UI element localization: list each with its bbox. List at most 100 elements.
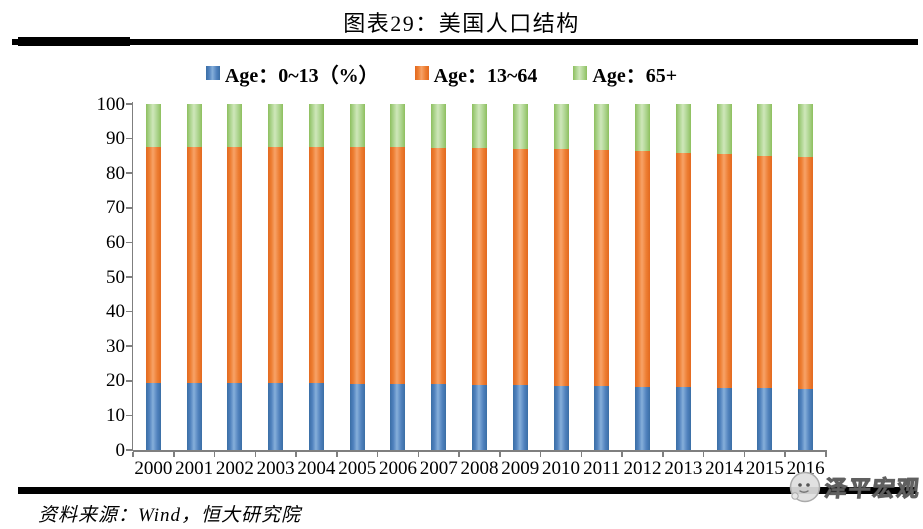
x-tick-label: 2016 (786, 458, 825, 479)
watermark: 泽平宏观 (787, 469, 923, 505)
x-tick-label: 2014 (705, 458, 744, 479)
x-tick (417, 451, 420, 457)
x-tick-label: 2001 (175, 458, 214, 479)
bar-2004 (308, 104, 324, 450)
bar-segment-series-3 (594, 104, 610, 151)
x-tick-label: 2011 (583, 458, 621, 479)
x-tick (621, 451, 623, 457)
bar-segment-series-2 (390, 147, 406, 384)
bar-segment-series-3 (757, 104, 773, 156)
watermark-text: 泽平宏观 (823, 475, 923, 501)
bar-2000 (145, 104, 161, 450)
bar-segment-series-1 (594, 386, 610, 450)
x-tick-label: 2003 (256, 458, 295, 479)
bar-2016 (798, 104, 814, 450)
y-tick-label: 80 (106, 162, 125, 184)
bar-segment-series-3 (431, 104, 447, 148)
bar-segment-series-2 (635, 151, 651, 388)
y-tick-label: 70 (106, 197, 125, 219)
bottom-rule (18, 487, 917, 494)
legend-swatch-icon (573, 66, 588, 80)
bar-segment-series-3 (186, 104, 202, 147)
bar-segment-series-3 (145, 104, 161, 147)
x-tick-label: 2010 (542, 458, 581, 479)
bar-segment-series-3 (553, 104, 569, 150)
bar-segment-series-1 (145, 382, 161, 450)
y-tick (126, 137, 133, 140)
x-tick (376, 451, 379, 457)
bar-segment-series-2 (186, 146, 202, 383)
bar-2008 (472, 104, 487, 450)
x-tick (662, 451, 664, 457)
y-tick (126, 449, 133, 451)
bar-segment-series-3 (390, 104, 406, 148)
y-tick-label: 100 (96, 93, 126, 115)
plot-area (133, 104, 826, 450)
bar-segment-series-2 (431, 147, 447, 385)
bar-segment-series-1 (186, 382, 202, 450)
x-tick (580, 451, 583, 457)
y-tick (126, 310, 133, 313)
bar-segment-series-3 (635, 104, 651, 152)
y-tick-label: 30 (106, 335, 125, 357)
x-tick (539, 451, 542, 457)
bar-segment-series-2 (145, 146, 161, 383)
top-rule (12, 39, 918, 45)
x-tick (784, 451, 786, 457)
bar-2002 (227, 104, 243, 450)
x-tick-label: 2012 (623, 458, 662, 479)
bar-2013 (675, 104, 691, 450)
bar-2001 (186, 104, 202, 450)
bar-segment-series-1 (716, 388, 732, 450)
bar-segment-series-3 (675, 104, 691, 153)
bar-segment-series-3 (472, 104, 487, 149)
bar-segment-series-1 (798, 388, 814, 450)
bar-segment-series-1 (390, 383, 406, 450)
bar-segment-series-1 (431, 384, 447, 450)
bar-segment-series-2 (594, 150, 610, 387)
bar-segment-series-2 (512, 148, 528, 385)
y-tick-label: 90 (106, 128, 125, 150)
bar-segment-series-2 (268, 146, 284, 383)
bar-segment-series-3 (268, 104, 284, 147)
y-tick (126, 414, 133, 417)
x-tick (702, 451, 705, 457)
bar-segment-series-1 (472, 384, 487, 450)
bar-2014 (716, 104, 732, 450)
bar-segment-series-1 (227, 382, 243, 450)
bar-2011 (594, 104, 610, 450)
bar-2015 (757, 104, 773, 450)
x-tick-label: 2000 (134, 458, 173, 479)
bar-segment-series-2 (798, 156, 814, 389)
bar-segment-series-3 (798, 104, 814, 157)
x-tick (295, 451, 297, 457)
bar-2006 (390, 104, 406, 450)
x-tick-label: 2015 (745, 458, 784, 479)
bar-segment-series-1 (675, 387, 691, 450)
bar-segment-series-2 (227, 146, 243, 383)
watermark-face-icon (789, 471, 821, 503)
legend-label: Age：65+ (592, 64, 678, 87)
x-axis-line (133, 450, 827, 452)
bar-segment-series-1 (512, 384, 528, 450)
x-tick (458, 451, 460, 457)
x-tick-label: 2009 (501, 458, 540, 479)
bar-segment-series-2 (716, 154, 732, 389)
y-tick (126, 103, 133, 105)
bar-segment-series-1 (308, 383, 324, 450)
bar-segment-series-2 (675, 152, 691, 388)
bar-segment-series-2 (308, 146, 324, 384)
bar-2012 (635, 104, 651, 450)
legend-item-2: Age：13~64 (414, 59, 537, 88)
bar-2009 (512, 104, 528, 450)
bar-segment-series-1 (553, 385, 569, 450)
bar-segment-series-3 (349, 104, 365, 147)
top-rule-left-cap (18, 37, 130, 46)
bar-segment-series-2 (757, 155, 773, 389)
bar-2010 (553, 104, 569, 450)
x-tick-label: 2007 (419, 458, 458, 479)
x-tick (499, 451, 501, 457)
bar-segment-series-3 (227, 104, 243, 147)
y-tick-label: 60 (106, 231, 125, 253)
